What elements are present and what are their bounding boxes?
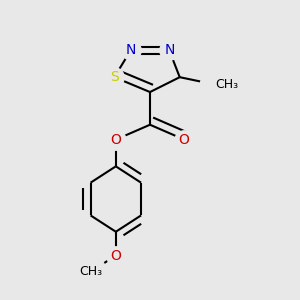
Text: N: N bbox=[164, 44, 175, 57]
Text: S: S bbox=[110, 70, 119, 84]
Text: O: O bbox=[110, 133, 121, 147]
Text: O: O bbox=[179, 133, 190, 147]
Text: O: O bbox=[110, 248, 121, 262]
Text: N: N bbox=[125, 44, 136, 57]
Text: CH₃: CH₃ bbox=[215, 78, 238, 91]
Text: CH₃: CH₃ bbox=[79, 266, 102, 278]
